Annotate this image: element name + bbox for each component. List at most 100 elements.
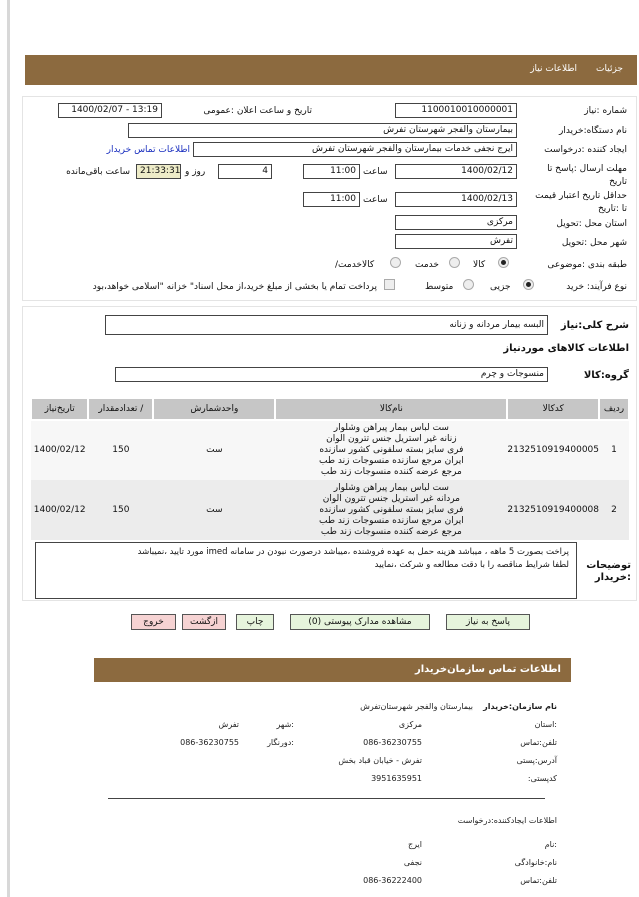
- family-value: نجفی: [403, 858, 422, 867]
- item-name: ست لباس بیمار پیراهن وشلوار زنانه غیر است…: [275, 420, 507, 480]
- city-value-contact: تفرش: [218, 720, 239, 729]
- address-value: تفرش - خیابان قباد بخش: [338, 756, 422, 765]
- creator-phone-value: 086-36222400: [363, 876, 422, 885]
- col-row: ردیف: [598, 397, 630, 421]
- process-radio-minor[interactable]: [523, 279, 534, 290]
- family-label: نام:خانوادگی: [514, 858, 557, 867]
- creator-label: ایجاد کننده :درخواست: [544, 145, 627, 155]
- item-name-line: زنانه غیر استریل جنس تترون الوان: [326, 434, 457, 444]
- validity-label: حداقل تاریخ اعتبار قیمت تا :تاریخ: [535, 191, 627, 214]
- city-label: شهر محل :تحویل: [561, 238, 627, 248]
- tab-details[interactable]: جزئیات: [596, 64, 623, 74]
- item-name-line: مردانه غیر استریل جنس تترون الوان: [322, 493, 460, 504]
- reply-button[interactable]: پاسخ به نیاز: [446, 614, 530, 630]
- category-radio-goods-service[interactable]: [390, 257, 401, 268]
- address-label: آدرس:پستی: [516, 756, 557, 765]
- print-button[interactable]: چاپ: [236, 614, 274, 630]
- phone-label: تلفن:تماس: [520, 738, 557, 747]
- contact-header: اطلاعات تماس سازمان‌خریدار: [94, 658, 571, 682]
- goods-title: اطلاعات کالاهای موردنیاز: [503, 343, 629, 354]
- left-border: [7, 0, 10, 897]
- process-radio-medium[interactable]: [463, 279, 474, 290]
- deadline-date-field: 1400/02/12: [395, 164, 517, 179]
- col-code: کدکالا: [506, 397, 600, 421]
- contact-title: اطلاعات تماس سازمان‌خریدار: [414, 664, 561, 675]
- need-number-field: 1100010010000001: [395, 103, 517, 118]
- province-label-contact: :استان: [534, 720, 557, 729]
- org-label: نام سازمان:خریدار: [483, 702, 557, 711]
- fax-label: :دورنگار: [267, 738, 294, 747]
- item-name-line: ایران مرجع سازنده منسوجات زند طب: [319, 515, 464, 526]
- city-label-contact: :شهر: [276, 720, 295, 729]
- col-qty: / تعدادمقدار: [87, 397, 155, 421]
- notes-box: [35, 542, 577, 599]
- postal-label: کدپستی:: [527, 774, 557, 783]
- category-label: طبقه بندی :موضوعی: [547, 260, 627, 270]
- item-name-line: فری سایز بسته سلفونی کشور سازنده: [319, 504, 464, 515]
- postal-value: 3951635951: [371, 774, 422, 783]
- item-name-line: ایران مرجع سازنده منسوجات زند طب: [319, 456, 464, 466]
- buyer-org-label: نام دستگاه:خریدار: [558, 126, 627, 136]
- back-button[interactable]: ازگشت: [182, 614, 226, 630]
- notes-label: توضیحات :خریدار: [586, 560, 631, 583]
- need-number-label: شماره :نیاز: [584, 106, 627, 116]
- days-label: روز و: [185, 167, 206, 177]
- summary-field: البسه بیمار مردانه و زنانه: [105, 315, 548, 335]
- col-date: تاریخ‌نیاز: [29, 397, 90, 421]
- item-date: 1400/02/12: [33, 445, 86, 455]
- phone-value: 086-36230755: [363, 738, 422, 747]
- group-field: منسوجات و چرم: [115, 367, 548, 382]
- category-goods-service-label: /کالاخدمت: [335, 260, 375, 270]
- category-radio-service[interactable]: [449, 257, 460, 268]
- item-code: 2132510919400008: [507, 504, 599, 515]
- divider: [108, 798, 545, 799]
- item-qty: 150: [112, 504, 130, 515]
- announce-label: تاریخ و ساعت اعلان :عمومی: [203, 106, 312, 116]
- name-label: :نام: [544, 840, 557, 849]
- exit-button[interactable]: خروج: [131, 614, 176, 630]
- item-name: ست لباس بیمار پیراهن وشلوار مردانه غیر اس…: [275, 480, 507, 540]
- item-qty: 150: [112, 445, 130, 455]
- item-name-line: ست لباس بیمار پیراهن وشلوار: [333, 482, 449, 493]
- buyer-contact-link[interactable]: اطلاعات تماس خریدار: [106, 145, 190, 155]
- creator-field: ایرج نجفی خدمات بیمارستان والفجر شهرستان…: [193, 142, 517, 157]
- goods-panel: [22, 306, 637, 601]
- group-label: گروه:کالا: [583, 370, 629, 381]
- category-service-label: خدمت: [415, 260, 439, 270]
- deadline-time-field: 11:00: [303, 164, 360, 179]
- notes-line-1: پراخت بصورت 5 ماهه ، میباشد هزینه حمل به…: [137, 547, 569, 557]
- process-medium-label: متوسط: [425, 282, 454, 292]
- notes-line-2: لطفا شرایط مناقصه را با دقت مطالعه و شرک…: [374, 560, 569, 570]
- treasury-checkbox[interactable]: [384, 279, 395, 290]
- city-field: تفرش: [395, 234, 517, 249]
- item-unit: ست: [206, 504, 223, 515]
- province-value-contact: مرکزی: [398, 720, 422, 729]
- process-label: نوع فرآیند: خرید: [566, 282, 627, 292]
- tab-need-info[interactable]: اطلاعات نیاز: [530, 64, 577, 74]
- item-code: 2132510919400005: [507, 445, 599, 455]
- treasury-text: پرداخت تمام یا بخشی از مبلغ خرید،از محل …: [92, 282, 377, 292]
- name-value: ایرج: [407, 840, 422, 849]
- creator-phone-label: تلفن:تماس: [520, 876, 557, 885]
- announce-field: 1400/02/07 - 13:19: [58, 103, 162, 118]
- validity-time-field: 11:00: [303, 192, 360, 207]
- fax-value: 086-36230755: [180, 738, 239, 747]
- buyer-org-field: بیمارستان والفجر شهرستان تفرش: [128, 123, 517, 138]
- col-name: نام‌کالا: [274, 397, 509, 421]
- remaining-time-field: 21:33:31: [136, 164, 181, 179]
- category-radio-goods[interactable]: [498, 257, 509, 268]
- item-name-line: مرجع عرضه کننده منسوجات زند طب: [320, 467, 462, 477]
- org-value: بیمارستان والفجر شهرستان‌تفرش: [360, 702, 473, 711]
- summary-label: شرح کلی:نیاز: [560, 320, 629, 331]
- item-date: 1400/02/12: [33, 504, 86, 515]
- days-field: 4: [218, 164, 272, 179]
- validity-date-field: 1400/02/13: [395, 192, 517, 207]
- row-number: 1: [611, 445, 617, 455]
- item-unit: ست: [206, 445, 223, 455]
- process-minor-label: جزیی: [490, 282, 511, 292]
- remaining-label: ساعت باقی‌مانده: [66, 167, 130, 177]
- item-name-line: فری سایز بسته سلفونی کشور سازنده: [319, 445, 464, 455]
- attachments-button[interactable]: مشاهده مدارک پیوستی (0): [290, 614, 430, 630]
- tab-bar: جزئیات اطلاعات نیاز: [25, 55, 637, 85]
- deadline-label: مهلت ارسال :پاسخ تا تاریخ: [547, 164, 627, 187]
